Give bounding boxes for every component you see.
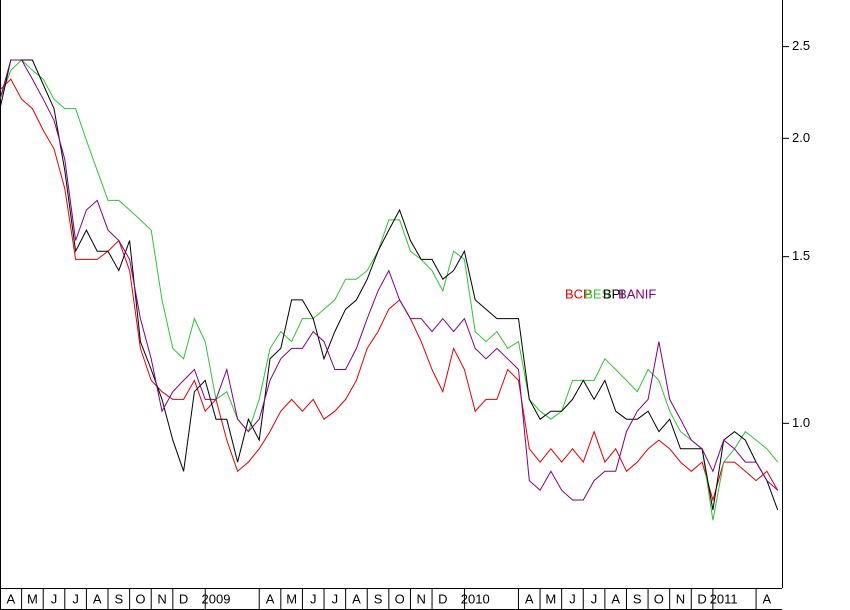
legend-label: BES xyxy=(584,286,610,301)
legend-label: BCP xyxy=(565,286,592,301)
x-tick-label: O xyxy=(395,591,405,606)
y-tick-label: 2.5 xyxy=(792,38,810,53)
x-tick-label: M xyxy=(545,591,556,606)
x-tick-label: N xyxy=(417,591,426,606)
x-tick-label: D xyxy=(697,591,706,606)
legend-label: BPI xyxy=(603,286,624,301)
x-tick-label: N xyxy=(157,591,166,606)
y-tick-label: 1.0 xyxy=(792,415,810,430)
x-tick-label: O xyxy=(654,591,664,606)
series-line xyxy=(0,59,779,521)
x-tick-label: A xyxy=(266,591,275,606)
x-tick-label: J xyxy=(332,591,339,606)
legend-label: BANIF xyxy=(618,286,656,301)
x-tick-label: 2009 xyxy=(202,591,231,606)
x-tick-label: J xyxy=(72,591,79,606)
x-tick-label: 2010 xyxy=(461,591,490,606)
x-tick-label: S xyxy=(114,591,123,606)
x-tick-label: D xyxy=(438,591,447,606)
y-tick-label: 1.5 xyxy=(792,248,810,263)
x-tick-label: J xyxy=(569,591,576,606)
x-tick-label: J xyxy=(310,591,317,606)
x-tick-label: M xyxy=(27,591,38,606)
x-tick-label: A xyxy=(6,591,15,606)
x-tick-label: M xyxy=(286,591,297,606)
x-tick-label: A xyxy=(525,591,534,606)
x-tick-label: J xyxy=(51,591,58,606)
y-tick-label: 2.0 xyxy=(792,130,810,145)
x-tick-label: A xyxy=(352,591,361,606)
x-tick-label: A xyxy=(611,591,620,606)
x-tick-label: J xyxy=(591,591,598,606)
x-tick-label: A xyxy=(93,591,102,606)
x-tick-label: O xyxy=(135,591,145,606)
x-tick-label: D xyxy=(179,591,188,606)
x-tick-label: 2011 xyxy=(710,591,738,606)
series-line xyxy=(0,78,779,502)
x-tick-label: S xyxy=(633,591,642,606)
series-line xyxy=(0,59,779,501)
series-line xyxy=(0,59,779,511)
x-tick-label: A xyxy=(763,591,772,606)
x-tick-label: S xyxy=(374,591,383,606)
x-tick-label: N xyxy=(676,591,685,606)
